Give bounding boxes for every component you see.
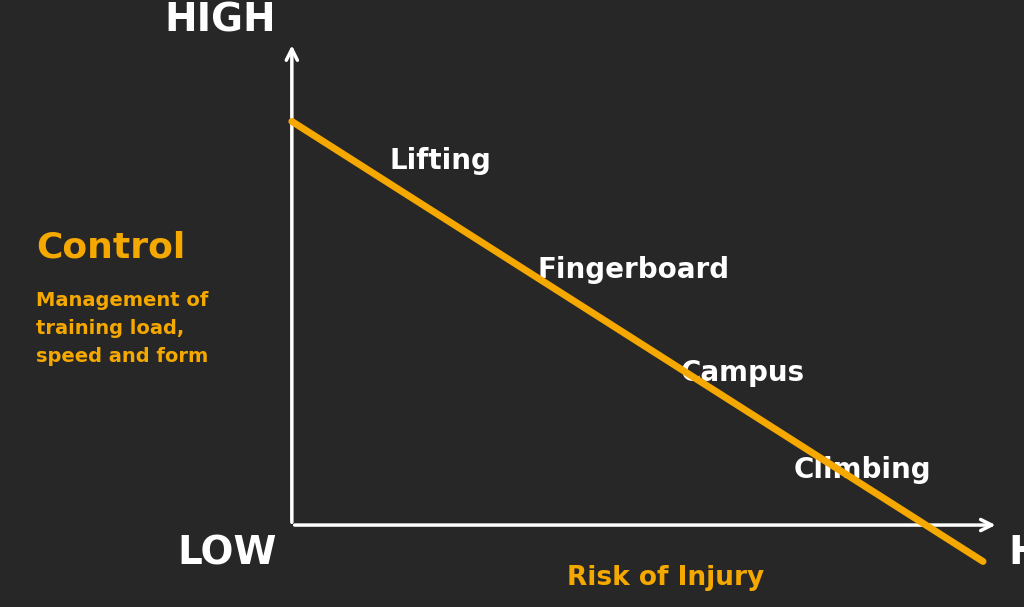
Text: Fingerboard: Fingerboard bbox=[538, 256, 730, 284]
Text: Lifting: Lifting bbox=[389, 147, 490, 175]
Text: Control: Control bbox=[36, 231, 185, 265]
Text: HIGH: HIGH bbox=[1009, 534, 1024, 572]
Text: Campus: Campus bbox=[681, 359, 805, 387]
Text: Climbing: Climbing bbox=[794, 456, 931, 484]
Text: LOW: LOW bbox=[177, 534, 276, 572]
Text: Management of
training load,
speed and form: Management of training load, speed and f… bbox=[36, 291, 208, 367]
Text: Risk of Injury: Risk of Injury bbox=[567, 565, 764, 591]
Text: HIGH: HIGH bbox=[165, 1, 276, 39]
